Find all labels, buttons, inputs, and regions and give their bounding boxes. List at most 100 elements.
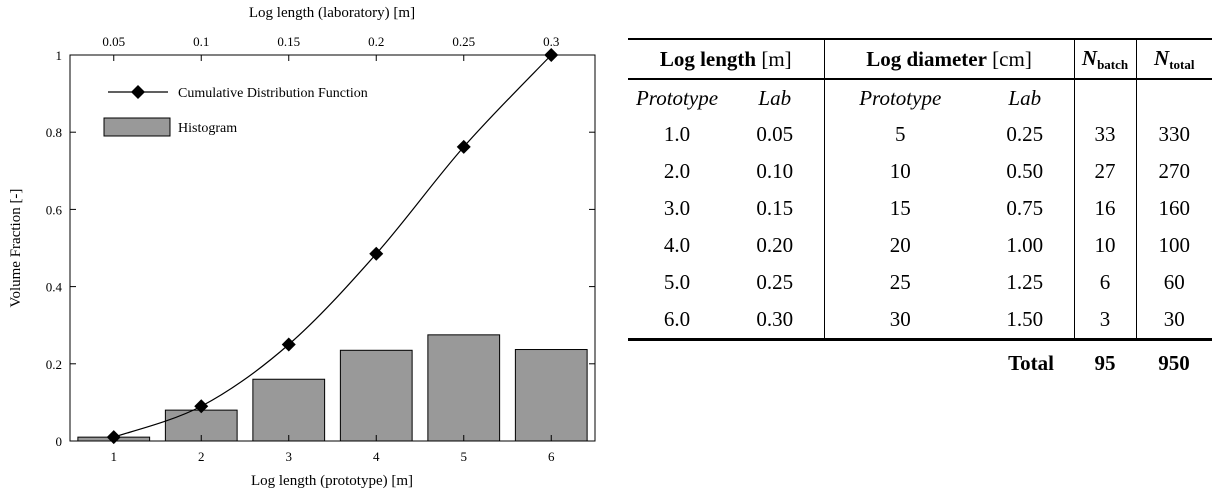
x-tick-label-5: 5 <box>461 449 468 464</box>
cell-length-prototype: 5.0 <box>663 270 691 294</box>
cell-length-lab: 0.05 <box>726 116 825 153</box>
cell-n-batch: 27 <box>1074 153 1137 190</box>
cdf-point-4 <box>369 246 384 261</box>
y-tick-label-2: 0.4 <box>46 280 63 295</box>
y-tick-label-1: 0.2 <box>46 357 62 372</box>
total-all: 950 <box>1136 338 1213 385</box>
cell-length-prototype: 6.0 <box>663 307 691 331</box>
cell-diameter-lab: 1.25 <box>976 264 1075 301</box>
legend-cdf-marker <box>131 85 145 99</box>
legend-hist-swatch <box>103 117 171 137</box>
cell-length-prototype: 2.0 <box>663 159 691 183</box>
cell-diameter-lab: 1.00 <box>976 227 1075 264</box>
cell-diameter-lab: 0.50 <box>976 153 1075 190</box>
cell-diameter-prototype: 20 <box>889 233 911 257</box>
x2-tick-label-0.25: 0.25 <box>452 34 475 49</box>
cell-diameter-lab: 0.75 <box>976 190 1075 227</box>
x-tick-label-4: 4 <box>373 449 380 464</box>
axis-ticks: 10.0520.130.1540.250.2560.300.20.40.60.8… <box>46 34 595 464</box>
bar-4 <box>339 349 413 442</box>
cdf-point-1 <box>106 430 121 445</box>
table-row: 1.0 0.05 5 0.25 33 330 <box>628 116 1212 153</box>
subheader-diameter-prototype: Prototype <box>859 85 942 110</box>
subheader-length-lab: Lab <box>726 79 825 116</box>
table-row: 6.0 0.30 30 1.50 3 30 <box>628 301 1212 340</box>
cell-length-prototype: 4.0 <box>663 233 691 257</box>
cdf-point-3 <box>281 337 296 352</box>
cell-n-total: 100 <box>1158 233 1191 257</box>
cell-n-total: 270 <box>1158 159 1191 183</box>
table-sub-header: Prototype Lab Prototype Lab <box>628 79 1212 116</box>
cell-n-batch: 10 <box>1074 227 1137 264</box>
legend-cdf-label: Cumulative Distribution Function <box>178 86 368 101</box>
table-row: 4.0 0.20 20 1.00 10 100 <box>628 227 1212 264</box>
bar-3 <box>252 378 326 442</box>
x2-tick-label-0.1: 0.1 <box>193 34 209 49</box>
subheader-total-empty <box>1136 79 1212 116</box>
cell-n-batch: 16 <box>1074 190 1137 227</box>
cell-length-lab: 0.10 <box>726 153 825 190</box>
y-axis-title: Volume Fraction [-] <box>8 189 24 308</box>
legend-hist-label: Histogram <box>178 121 237 136</box>
cell-n-batch: 3 <box>1074 301 1137 340</box>
table-row: 2.0 0.10 10 0.50 27 270 <box>628 153 1212 190</box>
table-row: 3.0 0.15 15 0.75 16 160 <box>628 190 1212 227</box>
subheader-length-prototype: Prototype <box>635 85 719 110</box>
cell-length-lab: 0.25 <box>726 264 825 301</box>
x2-tick-label-0.3: 0.3 <box>543 34 559 49</box>
cell-length-lab: 0.30 <box>726 301 825 340</box>
y-tick-label-5: 1 <box>56 48 63 63</box>
bar-5 <box>427 334 501 442</box>
cell-n-total: 60 <box>1163 270 1185 294</box>
legend: Cumulative Distribution Function Histogr… <box>103 85 368 137</box>
cell-diameter-prototype: 10 <box>889 159 911 183</box>
histogram-bars <box>77 334 588 442</box>
header-log-diameter: Log diameter [cm] <box>824 38 1075 80</box>
total-label: Total <box>628 338 1075 385</box>
cell-n-batch: 6 <box>1074 264 1137 301</box>
cell-diameter-lab: 0.25 <box>976 116 1075 153</box>
cell-n-total: 30 <box>1163 307 1185 331</box>
subheader-batch-empty <box>1074 79 1137 116</box>
volume-fraction-chart: 10.0520.130.1540.250.2560.300.20.40.60.8… <box>8 5 596 489</box>
y-tick-label-0: 0 <box>56 434 63 449</box>
plot-frame <box>69 54 596 442</box>
x-tick-label-1: 1 <box>111 449 118 464</box>
cell-diameter-prototype: 30 <box>889 307 911 331</box>
x2-tick-label-0.05: 0.05 <box>102 34 125 49</box>
x-tick-label-6: 6 <box>548 449 555 464</box>
x-tick-label-3: 3 <box>286 449 293 464</box>
subheader-diameter-lab: Lab <box>976 79 1075 116</box>
cell-diameter-prototype: 5 <box>895 122 906 146</box>
cell-length-prototype: 1.0 <box>663 122 691 146</box>
cdf-point-5 <box>456 139 471 154</box>
cell-length-lab: 0.15 <box>726 190 825 227</box>
cell-length-lab: 0.20 <box>726 227 825 264</box>
header-n-batch: Nbatch <box>1074 38 1137 80</box>
cell-n-total: 330 <box>1158 122 1191 146</box>
cell-diameter-prototype: 25 <box>889 270 911 294</box>
x2-tick-label-0.15: 0.15 <box>277 34 300 49</box>
table-row: 5.0 0.25 25 1.25 6 60 <box>628 264 1212 301</box>
header-n-total: Ntotal <box>1136 38 1213 80</box>
cdf-point-2 <box>194 399 209 414</box>
y-tick-label-3: 0.6 <box>46 202 63 217</box>
cell-diameter-lab: 1.50 <box>976 301 1075 340</box>
y-tick-label-4: 0.8 <box>46 125 62 140</box>
total-batch: 95 <box>1074 338 1137 385</box>
cdf-point-6 <box>544 48 559 62</box>
x2-axis-title: Log length (laboratory) [m] <box>249 5 415 21</box>
cell-length-prototype: 3.0 <box>663 196 691 220</box>
cell-diameter-prototype: 15 <box>889 196 911 220</box>
x-tick-label-2: 2 <box>198 449 205 464</box>
table-total-row: Total 95 950 <box>628 338 1213 385</box>
cell-n-total: 160 <box>1158 196 1191 220</box>
x2-tick-label-0.2: 0.2 <box>368 34 384 49</box>
x-axis-title: Log length (prototype) [m] <box>251 473 413 489</box>
bar-6 <box>514 349 588 442</box>
table-group-header: Log length [m] Log diameter [cm] Nbatch … <box>628 38 1213 80</box>
log-data-table: Log length [m] Log diameter [cm] Nbatch … <box>628 38 1213 385</box>
header-log-length: Log length [m] <box>628 38 825 80</box>
cdf-markers <box>106 48 559 445</box>
cell-n-batch: 33 <box>1074 116 1137 153</box>
